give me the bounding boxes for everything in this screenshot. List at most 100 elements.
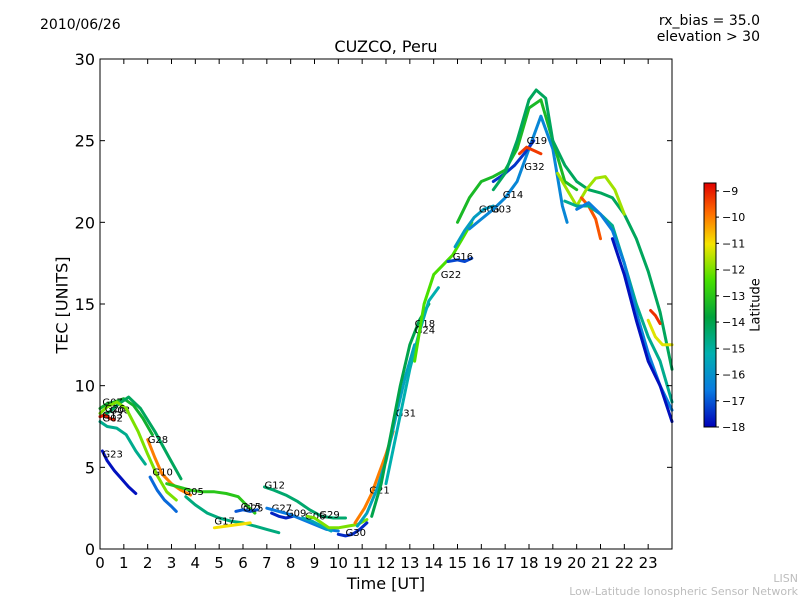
- satellite-track: [491, 88, 674, 371]
- x-tick-label: 14: [424, 554, 443, 572]
- satellite-track: G05: [165, 482, 257, 515]
- track-line: [610, 237, 674, 424]
- elevation-text: elevation > 30: [656, 29, 760, 45]
- track-line: [384, 286, 440, 486]
- satellite-label: G14: [503, 190, 523, 201]
- footer-line-1: LISN: [773, 572, 798, 585]
- colorbar-tick-label: −10: [722, 211, 745, 224]
- satellite-track: G12: [263, 481, 347, 520]
- x-tick-label: 18: [519, 554, 538, 572]
- satellite-track: G27: [270, 503, 295, 520]
- satellite-track: G30: [336, 521, 369, 539]
- satellite-label: G06: [479, 205, 499, 216]
- satellite-track: G02: [98, 414, 147, 466]
- y-tick-label: 15: [75, 295, 95, 314]
- satellite-track: G10: [148, 468, 178, 513]
- x-tick-label: 5: [214, 554, 224, 572]
- x-tick-label: 0: [95, 554, 105, 572]
- x-tick-label: 19: [543, 554, 562, 572]
- colorbar-tick-label: −13: [722, 290, 745, 303]
- satellite-track: G08: [98, 395, 183, 481]
- satellite-label: G05: [183, 487, 203, 498]
- footer-line-2: Low-Latitude Ionospheric Sensor Network: [569, 585, 798, 598]
- satellite-label: G24: [415, 325, 435, 336]
- satellite-track: G32: [491, 139, 545, 183]
- satellite-label: G17: [214, 517, 234, 528]
- track-line: [453, 204, 495, 249]
- x-tick-label: 23: [639, 554, 658, 572]
- track-line: [263, 485, 347, 520]
- track-line: [98, 413, 116, 422]
- x-tick-label: 13: [400, 554, 419, 572]
- satellite-label: G15: [241, 502, 261, 513]
- track-line: [98, 395, 183, 481]
- colorbar-tick-label: −15: [722, 342, 745, 355]
- track-line: [579, 196, 602, 241]
- x-tick-label: 15: [448, 554, 467, 572]
- track-line: [413, 220, 474, 363]
- satellite-track: G19: [518, 136, 547, 156]
- satellite-track: G17: [184, 495, 281, 535]
- colorbar-tick-label: −12: [722, 264, 745, 277]
- satellite-track: [579, 196, 602, 241]
- satellite-label: G12: [265, 481, 285, 492]
- satellite-track: G06: [453, 204, 499, 249]
- x-tick-label: 6: [238, 554, 248, 572]
- track-line: [234, 508, 259, 513]
- satellite-label: G30: [346, 528, 366, 539]
- track-line: [301, 516, 333, 533]
- footer-credit: LISN Low-Latitude Ionospheric Sensor Net…: [569, 572, 798, 598]
- satellite-track: G26: [98, 400, 178, 502]
- x-tick-label: 1: [119, 554, 129, 572]
- satellite-label: G29: [319, 510, 339, 521]
- x-tick-label: 17: [496, 554, 515, 572]
- satellite-label: G28: [148, 435, 168, 446]
- y-tick-label: 0: [85, 540, 95, 559]
- x-tick-label: 4: [191, 554, 201, 572]
- satellite-label: G27: [272, 503, 292, 514]
- track-line: [148, 475, 178, 513]
- track-line: [305, 514, 369, 530]
- satellite-track: G24: [384, 286, 440, 486]
- x-tick-label: 9: [310, 554, 320, 572]
- colorbar-tick-label: −11: [722, 237, 745, 250]
- satellite-track: G18: [370, 302, 435, 518]
- satellite-label: G09: [286, 508, 306, 519]
- satellite-track: G31: [355, 343, 417, 528]
- satellite-label: G13: [102, 410, 122, 421]
- x-tick-label: 11: [353, 554, 372, 572]
- y-tick-label: 25: [75, 132, 95, 151]
- satellite-label: G03: [491, 205, 511, 216]
- y-tick-label: 10: [75, 377, 95, 396]
- x-axis-label: Time [UT]: [346, 574, 426, 593]
- track-line: [98, 400, 178, 502]
- x-tick-label: 8: [286, 554, 296, 572]
- satellite-track: G25: [234, 503, 263, 514]
- satellite-label: G22: [441, 270, 461, 281]
- colorbar-tick-label: −18: [722, 421, 745, 434]
- x-tick-label: 21: [591, 554, 610, 572]
- satellite-track: G14: [456, 98, 579, 224]
- satellite-track: G13: [98, 410, 123, 422]
- y-tick-label: 30: [75, 50, 95, 69]
- satellite-label: G32: [524, 162, 544, 173]
- satellite-label: G08: [110, 405, 130, 416]
- colorbar-tick-label: −9: [722, 185, 738, 198]
- track-line: [100, 449, 138, 495]
- satellite-track: G15: [212, 502, 261, 530]
- x-tick-label: 3: [167, 554, 177, 572]
- x-tick-label: 10: [329, 554, 348, 572]
- chart-title: CUZCO, Peru: [334, 37, 438, 56]
- track-line: [355, 343, 417, 528]
- track-line: [146, 438, 193, 497]
- colorbar-tick-label: −17: [722, 395, 745, 408]
- rx-bias-text: rx_bias = 35.0: [658, 13, 760, 29]
- track-line: [649, 309, 662, 326]
- satellite-label: G10: [152, 468, 172, 479]
- track-line: [370, 302, 431, 518]
- track-line: [336, 521, 369, 538]
- track-line: [456, 98, 579, 224]
- x-tick-label: 20: [567, 554, 586, 572]
- colorbar: [703, 182, 717, 428]
